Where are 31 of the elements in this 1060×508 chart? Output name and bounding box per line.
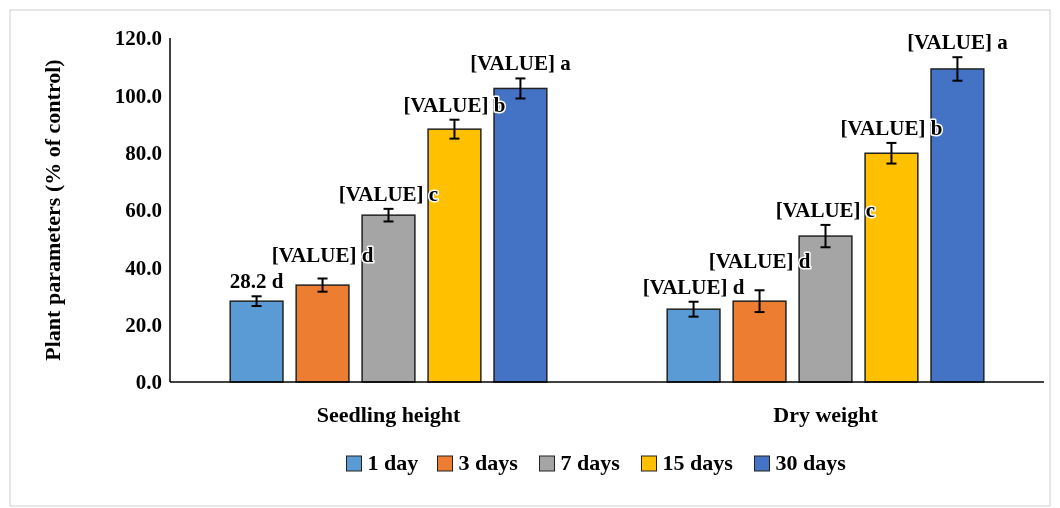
bar: [295, 284, 350, 383]
y-axis-title: Plant parameters (% of control): [40, 59, 65, 361]
bar: [427, 128, 482, 383]
x-tick-label: Dry weight: [773, 402, 879, 427]
y-tick-label: 100.0: [114, 83, 162, 108]
legend-label: 3 days: [458, 450, 519, 475]
legend-label: 7 days: [560, 450, 621, 475]
legend-label: 1 day: [367, 450, 419, 475]
data-label: [VALUE] c: [338, 181, 439, 206]
bar: [798, 235, 853, 383]
y-tick-label: 0.0: [135, 370, 162, 395]
x-tick-label: Seedling height: [316, 402, 461, 427]
y-tick-label: 60.0: [125, 198, 162, 223]
bar: [930, 68, 985, 383]
legend-label: 30 days: [775, 450, 847, 475]
data-label: [VALUE] d: [642, 274, 745, 299]
data-label: [VALUE] a: [470, 51, 572, 76]
bar: [732, 300, 787, 383]
y-tick-label: 40.0: [125, 255, 162, 280]
y-tick-label: 120.0: [114, 26, 162, 51]
legend-label: 15 days: [662, 450, 734, 475]
data-label: [VALUE] a: [907, 30, 1009, 55]
y-tick-label: 20.0: [125, 313, 162, 338]
bar: [361, 214, 416, 383]
y-tick-label: 80.0: [125, 141, 162, 166]
bar: [666, 308, 721, 383]
data-label: [VALUE] c: [775, 197, 876, 222]
bar: [864, 152, 919, 383]
bar: [493, 87, 548, 383]
data-label: 28.2 d: [229, 269, 284, 294]
bar: [229, 300, 284, 383]
